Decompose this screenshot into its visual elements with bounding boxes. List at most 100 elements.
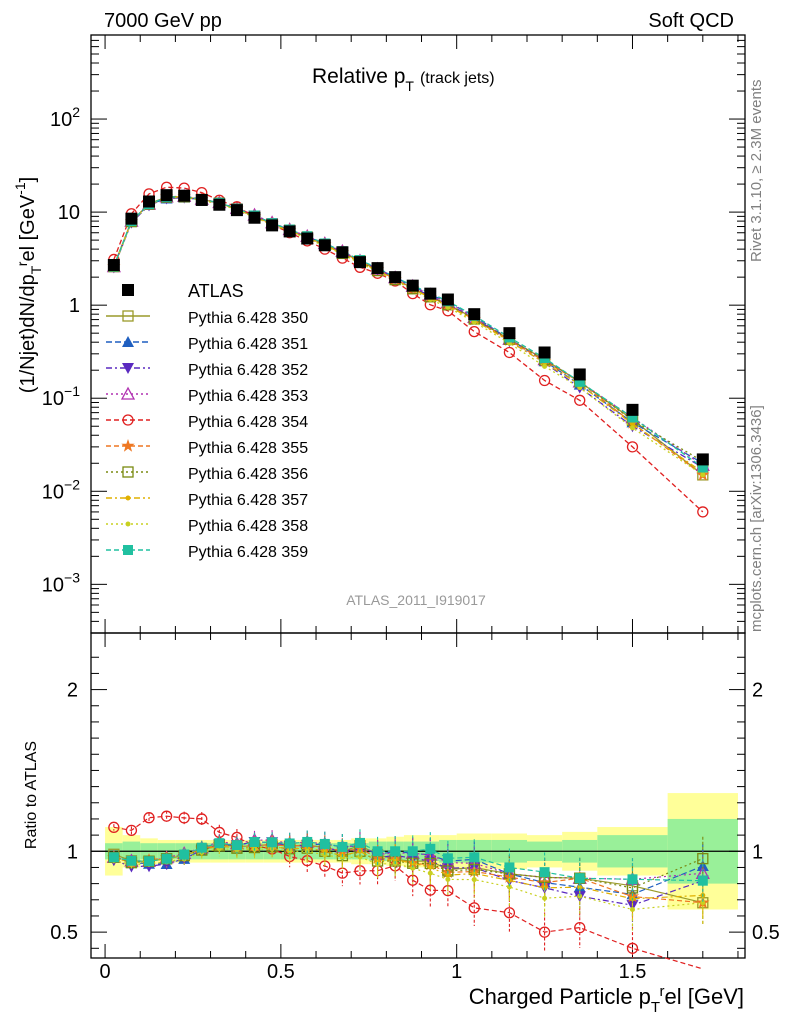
- series-line: [113, 196, 704, 476]
- marker: [322, 848, 328, 854]
- marker: [538, 926, 551, 938]
- marker: [697, 462, 708, 473]
- marker: [196, 842, 207, 853]
- data-point: [626, 403, 639, 416]
- data-point: [283, 225, 296, 238]
- series-ratio-line: [113, 815, 703, 970]
- legend-label: Pythia 6.428 352: [188, 362, 308, 379]
- marker: [125, 824, 138, 837]
- x-tick-label: 0.5: [267, 961, 295, 983]
- marker: [122, 336, 134, 347]
- data-point: [406, 279, 419, 292]
- marker: [629, 421, 635, 427]
- marker: [249, 836, 260, 847]
- data-point: [538, 346, 551, 359]
- marker: [267, 837, 278, 848]
- marker: [627, 412, 638, 423]
- marker: [425, 843, 436, 854]
- legend-label: Pythia 6.428 350: [188, 310, 308, 327]
- data-point: [353, 256, 366, 269]
- data-point: [441, 293, 454, 306]
- marker: [626, 942, 639, 954]
- marker: [468, 325, 480, 338]
- legend-label: ATLAS: [188, 281, 244, 301]
- ratio-y-axis-label: Ratio to ATLAS: [23, 741, 40, 849]
- marker: [503, 346, 516, 359]
- marker: [196, 813, 208, 825]
- series-line: [113, 186, 704, 513]
- marker: [284, 838, 295, 849]
- data-point: [573, 368, 586, 381]
- series-ratio: [108, 829, 708, 903]
- marker: [427, 870, 433, 876]
- marker: [319, 838, 330, 849]
- legend-label: Pythia 6.428 353: [188, 388, 308, 405]
- marker: [697, 506, 709, 518]
- marker: [125, 521, 131, 527]
- marker: [697, 875, 708, 886]
- marker: [108, 821, 120, 833]
- y-tick-label-main: 10: [58, 202, 80, 224]
- marker: [469, 852, 480, 863]
- y-tick-label-ratio-right: 1: [752, 841, 763, 863]
- marker: [339, 855, 345, 861]
- marker: [337, 841, 348, 852]
- data-point: [318, 239, 331, 252]
- data-point: [696, 453, 709, 466]
- data-point: [468, 308, 481, 321]
- legend-label: Pythia 6.428 357: [188, 492, 308, 509]
- marker: [322, 852, 328, 858]
- marker: [700, 900, 706, 906]
- marker: [302, 836, 313, 847]
- data-point: [248, 211, 261, 224]
- marker: [122, 310, 134, 322]
- marker: [542, 895, 548, 901]
- marker: [143, 812, 155, 824]
- marker: [231, 840, 242, 851]
- legend-label: Pythia 6.428 356: [188, 466, 308, 483]
- marker: [542, 363, 548, 369]
- marker: [179, 849, 190, 860]
- data-points: [107, 189, 709, 466]
- data-point: [389, 271, 402, 284]
- y-tick-label-ratio-right: 0.5: [752, 922, 780, 944]
- y-tick-label-ratio: 0.5: [50, 922, 78, 944]
- data-point: [178, 189, 191, 202]
- marker: [538, 374, 551, 387]
- legend-label: Pythia 6.428 354: [188, 414, 308, 431]
- marker: [108, 852, 119, 863]
- data-point: [143, 195, 156, 208]
- marker: [468, 902, 480, 914]
- y-tick-label-main: 10−3: [42, 569, 80, 596]
- marker: [120, 386, 136, 400]
- data-point: [195, 193, 208, 206]
- data-point: [503, 327, 516, 340]
- marker: [629, 425, 635, 431]
- marker: [123, 545, 133, 555]
- x-axis-label: Charged Particle pTrel [GeV]: [469, 983, 744, 1016]
- marker: [122, 363, 134, 374]
- analysis-tag: ATLAS_2011_I919017: [346, 592, 486, 608]
- series-main: [107, 192, 709, 474]
- marker: [122, 466, 134, 478]
- x-tick-label: 0: [100, 961, 111, 983]
- marker: [372, 846, 383, 857]
- marker: [471, 877, 477, 883]
- marker: [700, 472, 706, 478]
- marker: [354, 837, 365, 848]
- legend-label: Pythia 6.428 359: [188, 544, 308, 561]
- marker: [445, 876, 451, 882]
- legend: [106, 284, 150, 555]
- data-point: [301, 232, 314, 245]
- legend-label: Pythia 6.428 351: [188, 336, 308, 353]
- marker: [121, 439, 135, 452]
- marker: [160, 810, 173, 822]
- x-tick-label: 1: [451, 961, 462, 983]
- header-left: 7000 GeV pp: [104, 10, 222, 32]
- y-axis-ticks-main: [91, 34, 745, 634]
- marker: [410, 865, 416, 871]
- marker: [574, 921, 586, 934]
- marker: [442, 853, 453, 864]
- marker: [574, 873, 585, 884]
